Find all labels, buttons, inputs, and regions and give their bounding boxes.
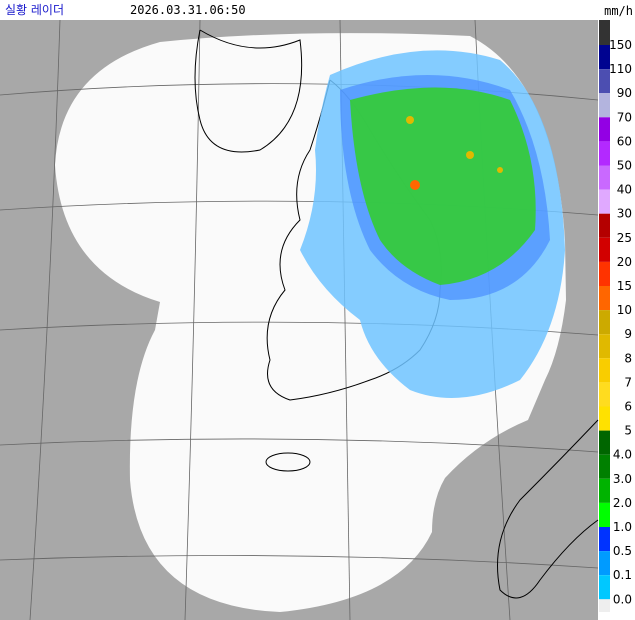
legend-swatch <box>599 237 610 262</box>
legend-swatch <box>599 45 610 70</box>
map <box>0 19 599 620</box>
echoes <box>300 50 565 398</box>
legend-label: 0.5 <box>613 544 632 558</box>
legend-label: 10 <box>617 303 632 317</box>
legend-label: 0.0 <box>613 592 632 606</box>
legend-swatch <box>599 189 610 214</box>
legend-label: 1.0 <box>613 520 632 534</box>
legend-label: 40 <box>617 183 632 197</box>
legend-label: 0.1 <box>613 568 632 582</box>
legend-swatch <box>599 454 610 479</box>
legend-label: 30 <box>617 207 632 221</box>
legend-swatch <box>599 310 610 335</box>
legend-swatch <box>599 599 610 612</box>
legend-label: 90 <box>617 86 632 100</box>
legend-swatch <box>599 141 610 166</box>
legend-label: 110 <box>609 62 632 76</box>
legend-swatch <box>599 165 610 190</box>
legend-swatch <box>599 286 610 311</box>
legend-swatch <box>599 261 610 286</box>
legend-swatch <box>599 20 610 45</box>
legend-swatch <box>599 382 610 407</box>
legend-label: 150 <box>609 38 632 52</box>
legend-swatch <box>599 527 610 552</box>
legend-swatch <box>599 406 610 431</box>
legend-swatch <box>599 117 610 142</box>
legend-label: 50 <box>617 159 632 173</box>
legend-label: 8 <box>624 351 632 365</box>
legend-swatch <box>599 430 610 455</box>
legend-label: 20 <box>617 255 632 269</box>
legend-label: 15 <box>617 279 632 293</box>
legend-swatch <box>599 334 610 359</box>
legend-label: 3.0 <box>613 472 632 486</box>
legend-label: 25 <box>617 231 632 245</box>
legend-label: 60 <box>617 134 632 148</box>
legend-swatch <box>599 575 610 600</box>
legend-label: 4.0 <box>613 448 632 462</box>
legend-swatch <box>599 69 610 94</box>
legend-label: 70 <box>617 110 632 124</box>
timestamp: 2026.03.31.06:50 <box>130 3 246 17</box>
legend-label: 9 <box>624 327 632 341</box>
legend-label: 5 <box>624 424 632 438</box>
title: 실황 레이더 <box>5 3 64 17</box>
legend-swatch <box>599 93 610 118</box>
legend: 150 110 90 70 60 50 40 30 25 20 15 10 9 8 7 6 5 4.0 3.0 2.0… <box>599 20 632 612</box>
legend-label: 6 <box>624 400 632 414</box>
legend-swatch <box>599 502 610 527</box>
legend-label: 7 <box>624 375 632 389</box>
legend-swatch <box>599 358 610 383</box>
legend-swatch <box>599 478 610 503</box>
unit: mm/h <box>604 4 633 18</box>
legend-label: 2.0 <box>613 496 632 510</box>
legend-swatch <box>599 213 610 238</box>
legend-swatch <box>599 551 610 576</box>
